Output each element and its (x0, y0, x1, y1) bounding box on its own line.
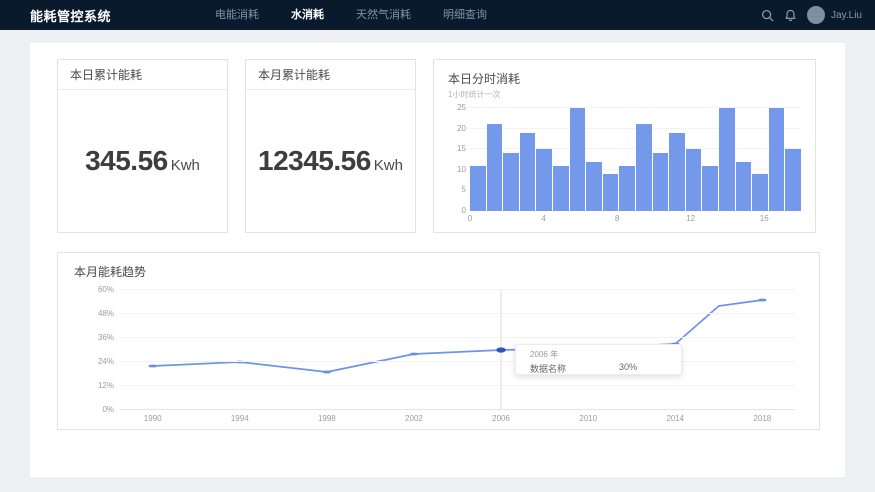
trend-gridline (120, 313, 795, 314)
bar-ytick-label: 0 (446, 206, 466, 215)
nav-item-2[interactable]: 天然气消耗 (340, 0, 427, 30)
bar-ytick-label: 25 (446, 103, 466, 112)
trend-gridline (120, 361, 795, 362)
username-label: Jay.Liu (831, 10, 862, 21)
monthly-energy-card: 本月累计能耗 12345.56 Kwh (245, 59, 416, 233)
bar-segment[interactable] (586, 162, 603, 211)
tooltip-series-label: 数据名称 (530, 362, 566, 375)
top-navbar: 能耗管控系统 电能消耗水消耗天然气消耗明细查询 Jay.Liu (0, 0, 875, 30)
trend-ytick-label: 36% (78, 333, 114, 342)
daily-energy-unit: Kwh (171, 149, 200, 174)
bar-segment[interactable] (470, 166, 487, 211)
trend-gridline (120, 409, 795, 410)
bar-xtick-label: 16 (760, 214, 769, 223)
bar-ytick-label: 20 (446, 124, 466, 133)
bell-icon[interactable] (782, 7, 798, 23)
daily-energy-card: 本日累计能耗 345.56 Kwh (57, 59, 228, 233)
bar-segment[interactable] (636, 124, 653, 211)
trend-xtick-label: 1994 (231, 414, 249, 423)
search-icon[interactable] (759, 7, 775, 23)
user-avatar[interactable] (807, 6, 825, 24)
trend-xtick-label: 2014 (666, 414, 684, 423)
monthly-card-body: 12345.56 Kwh (246, 90, 415, 232)
bars-container (470, 108, 801, 211)
daily-card-body: 345.56 Kwh (58, 90, 227, 232)
trend-gridline (120, 385, 795, 386)
hourly-bar-plot[interactable]: 0510152025 (470, 108, 801, 211)
trend-ytick-label: 0% (78, 405, 114, 414)
monthly-card-title: 本月累计能耗 (246, 60, 415, 90)
trend-ytick-label: 24% (78, 357, 114, 366)
bar-segment[interactable] (686, 149, 703, 211)
trend-xtick-label: 2018 (753, 414, 771, 423)
trend-ytick-label: 60% (78, 285, 114, 294)
bar-segment[interactable] (570, 108, 587, 211)
bar-segment[interactable] (536, 149, 553, 211)
hourly-bar-xaxis: 0 4 8 12 16 (470, 214, 801, 226)
nav-right-cluster: Jay.Liu (752, 6, 862, 24)
bar-xtick-label: 8 (615, 214, 619, 223)
bar-segment[interactable] (669, 133, 686, 211)
bar-segment[interactable] (603, 174, 620, 211)
bar-segment[interactable] (736, 162, 753, 211)
tooltip-value: 30% (619, 362, 637, 375)
nav-item-3[interactable]: 明细查询 (427, 0, 503, 30)
bar-segment[interactable] (487, 124, 504, 211)
bar-xtick-label: 4 (541, 214, 545, 223)
bar-segment[interactable] (653, 153, 670, 211)
stat-cards-row: 本日累计能耗 345.56 Kwh 本月累计能耗 12345.56 Kwh 本日… (57, 59, 816, 233)
bar-ytick-label: 15 (446, 144, 466, 153)
trend-xtick-label: 1990 (144, 414, 162, 423)
monthly-energy-value: 12345.56 (258, 145, 371, 177)
nav-menu: 电能消耗水消耗天然气消耗明细查询 (199, 0, 503, 30)
bar-segment[interactable] (619, 166, 636, 211)
trend-line-plot[interactable]: 2006 年 数据名称 30% 0%12%24%36%48%60% (120, 290, 795, 410)
trend-gridline (120, 337, 795, 338)
nav-item-0[interactable]: 电能消耗 (199, 0, 275, 30)
bar-xtick-label: 12 (686, 214, 695, 223)
trend-ytick-label: 48% (78, 309, 114, 318)
trend-xtick-label: 2010 (579, 414, 597, 423)
bar-segment[interactable] (769, 108, 786, 211)
bar-ytick-label: 5 (446, 185, 466, 194)
chart-tooltip: 2006 年 数据名称 30% (515, 344, 682, 375)
monthly-energy-unit: Kwh (374, 149, 403, 174)
bar-segment[interactable] (752, 174, 769, 211)
daily-card-title: 本日累计能耗 (58, 60, 227, 90)
monthly-trend-card: 本月能耗趋势 2006 年 数据名称 30% 0%12%24%36%48%60%… (57, 252, 820, 430)
bar-segment[interactable] (503, 153, 520, 211)
trend-gridline (120, 289, 795, 290)
daily-energy-value: 345.56 (85, 145, 168, 177)
trend-xtick-label: 1998 (318, 414, 336, 423)
nav-item-1[interactable]: 水消耗 (275, 0, 340, 30)
trend-xtick-label: 2002 (405, 414, 423, 423)
trend-xtick-label: 2006 (492, 414, 510, 423)
bar-segment[interactable] (553, 166, 570, 211)
trend-xaxis: 1990 1994 1998 2002 2006 2010 2014 2018 (120, 414, 795, 428)
hourly-consumption-card: 本日分时消耗 1小时统计一次 0510152025 0481216 (433, 59, 816, 233)
bar-segment[interactable] (520, 133, 537, 211)
bar-segment[interactable] (785, 149, 801, 211)
trend-line-svg (120, 290, 795, 410)
main-content-panel: 本日累计能耗 345.56 Kwh 本月累计能耗 12345.56 Kwh 本日… (30, 43, 845, 477)
hourly-chart-subtitle: 1小时统计一次 (448, 89, 801, 100)
app-logo: 能耗管控系统 (30, 6, 111, 25)
trend-ytick-label: 12% (78, 381, 114, 390)
bar-ytick-label: 10 (446, 165, 466, 174)
trend-chart-title: 本月能耗趋势 (74, 263, 803, 280)
hourly-chart-title: 本日分时消耗 (448, 70, 801, 87)
bar-segment[interactable] (719, 108, 736, 211)
bar-segment[interactable] (702, 166, 719, 211)
tooltip-year: 2006 年 (516, 345, 681, 361)
bar-xtick-label: 0 (468, 214, 472, 223)
